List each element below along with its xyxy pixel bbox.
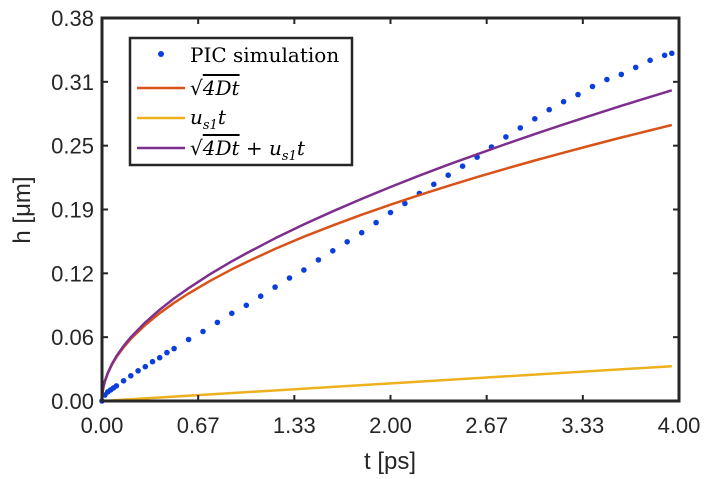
data-point [156, 354, 163, 361]
series-line-2 [101, 364, 672, 403]
data-point [532, 116, 538, 122]
data-point [301, 267, 307, 273]
data-point [214, 319, 221, 326]
y-tick-label: 0.25 [51, 134, 94, 159]
x-tick-label: 2.00 [369, 413, 412, 438]
data-point [647, 57, 653, 64]
x-tick-label: 0.00 [81, 413, 124, 438]
data-point [445, 172, 452, 178]
data-point [171, 345, 177, 352]
data-point [517, 125, 524, 131]
x-tick-label: 0.67 [177, 413, 220, 438]
data-point [243, 302, 250, 309]
legend-label-sum: √4Dt + us1t [190, 136, 306, 164]
data-point [373, 219, 379, 226]
y-tick-label: 0.19 [51, 198, 94, 223]
data-point [257, 293, 264, 300]
data-point [560, 98, 567, 105]
data-point [387, 209, 394, 216]
data-point [200, 328, 206, 335]
y-tick-label: 0.00 [51, 389, 94, 414]
y-tick-label: 0.38 [51, 6, 94, 31]
legend-marker-pic [158, 51, 164, 57]
data-point [632, 64, 639, 71]
data-point [286, 275, 293, 281]
data-point [546, 106, 552, 113]
data-point [149, 358, 156, 365]
data-point [604, 76, 610, 83]
data-point [618, 71, 625, 78]
data-point [575, 91, 581, 98]
data-point [315, 257, 322, 263]
data-point [142, 363, 149, 370]
series-layer [99, 50, 675, 404]
legend-box [128, 36, 354, 167]
legend-label-pic: PIC simulation [190, 43, 339, 67]
data-point [358, 229, 365, 236]
x-tick-label: 4.00 [658, 413, 701, 438]
data-point [669, 50, 675, 57]
data-point [272, 284, 278, 290]
data-point [330, 248, 336, 254]
x-tick-label: 3.33 [561, 413, 604, 438]
legend-label-sqrt: √4Dt [190, 76, 241, 100]
x-axis-title: t [ps] [364, 448, 416, 475]
y-axis: 0.00 0.06 0.12 0.19 0.25 0.31 0.38 [51, 6, 679, 414]
data-point [661, 52, 668, 59]
data-point [113, 383, 120, 389]
y-tick-label: 0.12 [51, 261, 94, 286]
y-axis-title: h [μm] [9, 176, 36, 243]
data-point [503, 134, 509, 140]
data-point [344, 239, 351, 245]
y-tick-label: 0.06 [51, 325, 94, 350]
legend: PIC simulation √4Dt us1t √4Dt + us1t [128, 36, 354, 167]
x-tick-label: 2.67 [465, 413, 508, 438]
y-tick-label: 0.31 [51, 70, 94, 95]
series-line-3 [100, 89, 673, 402]
data-point [185, 336, 192, 343]
data-point [431, 181, 437, 188]
legend-label-us1t: us1t [190, 105, 227, 133]
data-point [164, 349, 170, 356]
data-point [589, 83, 596, 90]
data-point [120, 378, 127, 384]
data-point [402, 200, 408, 207]
data-point [135, 368, 141, 374]
data-point [229, 310, 235, 317]
data-point [459, 163, 466, 169]
x-tick-label: 1.33 [273, 413, 316, 438]
data-point [128, 373, 134, 379]
